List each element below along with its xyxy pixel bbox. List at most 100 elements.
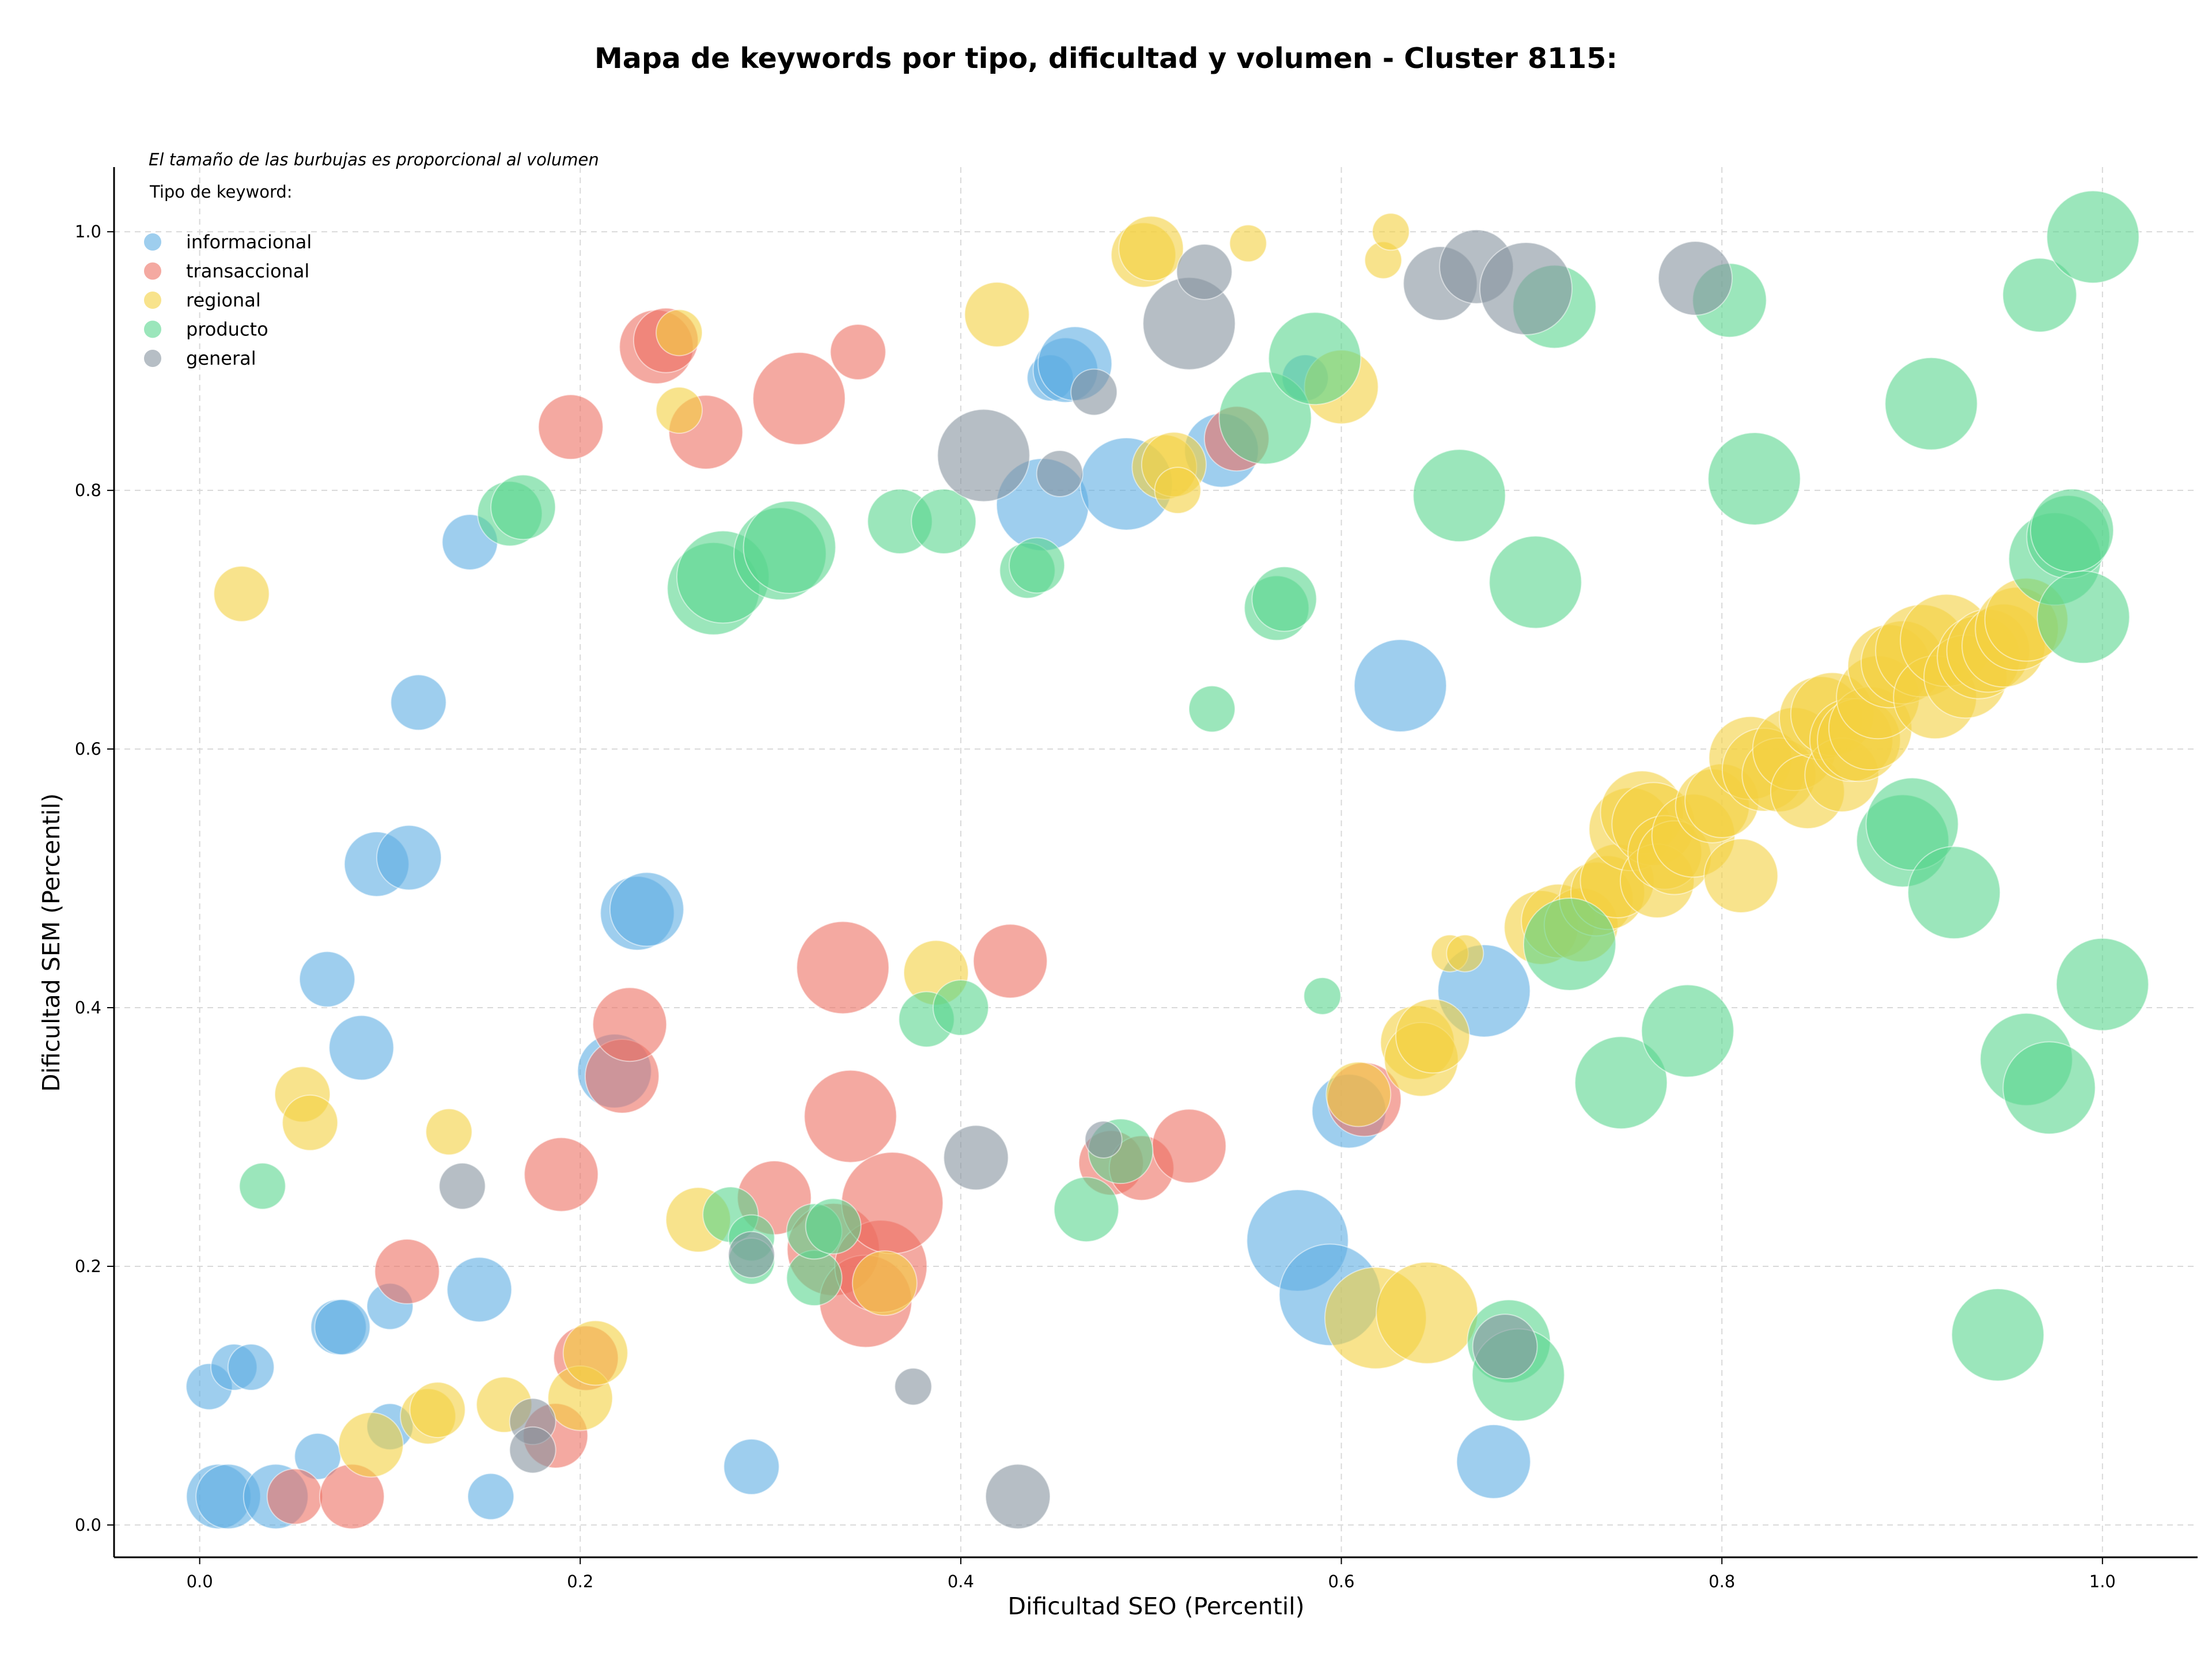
bubble-regional[interactable] xyxy=(1154,467,1202,514)
bubble-transaccional[interactable] xyxy=(752,351,846,445)
bubble-transaccional[interactable] xyxy=(804,1069,897,1163)
bubble-general[interactable] xyxy=(943,1125,1009,1191)
legend-label: informacional xyxy=(186,231,312,253)
x-tick-label: 0.6 xyxy=(1328,1572,1354,1591)
bubble-informacional[interactable] xyxy=(1353,639,1447,733)
bubble-informacional[interactable] xyxy=(390,674,447,731)
legend-label: regional xyxy=(186,289,261,311)
bubble-producto[interactable] xyxy=(1707,432,1801,525)
axes: 0.0 0.2 0.4 0.6 0.8 1.0 0.0 0.2 0.4 0.6 0.8 1.0 xyxy=(75,167,2198,1591)
bubble-regional[interactable] xyxy=(851,1250,918,1316)
bubble-transaccional[interactable] xyxy=(830,323,887,380)
x-tick-label: 1.0 xyxy=(2089,1572,2116,1591)
bubble-regional[interactable] xyxy=(562,1320,628,1386)
bubble-informacional[interactable] xyxy=(376,824,442,891)
bubble-regional[interactable] xyxy=(656,386,703,434)
bubble-producto[interactable] xyxy=(1907,846,2001,940)
bubble-general[interactable] xyxy=(438,1162,486,1210)
bubble-regional[interactable] xyxy=(213,565,270,622)
bubble-producto[interactable] xyxy=(2002,258,2077,333)
y-tick-label: 0.8 xyxy=(75,480,101,500)
bubble-producto[interactable] xyxy=(2055,937,2149,1031)
bubble-informacional[interactable] xyxy=(609,872,684,947)
bubble-general[interactable] xyxy=(894,1367,933,1406)
bubble-producto[interactable] xyxy=(1053,1176,1119,1243)
bubble-informacional[interactable] xyxy=(314,1299,371,1356)
y-tick-label: 0.0 xyxy=(75,1515,101,1535)
bubble-informacional[interactable] xyxy=(1456,1424,1531,1499)
bubble-transaccional[interactable] xyxy=(524,1137,599,1212)
bubble-general[interactable] xyxy=(1479,241,1573,335)
bubble-producto[interactable] xyxy=(490,474,556,540)
bubble-general[interactable] xyxy=(1084,1120,1123,1159)
bubble-regional[interactable] xyxy=(964,281,1030,347)
bubble-producto[interactable] xyxy=(1522,898,1616,992)
bubble-producto[interactable] xyxy=(1251,566,1317,632)
bubble-regional[interactable] xyxy=(1118,215,1184,282)
legend-label: general xyxy=(186,347,256,369)
bubble-general[interactable] xyxy=(1472,1314,1538,1380)
bubble-transaccional[interactable] xyxy=(266,1468,323,1525)
bubble-regional[interactable] xyxy=(338,1412,404,1478)
bubble-producto[interactable] xyxy=(2036,570,2130,664)
bubble-transaccional[interactable] xyxy=(592,987,668,1062)
bubble-producto[interactable] xyxy=(1574,1036,1668,1130)
bubble-regional[interactable] xyxy=(1376,1261,1479,1364)
bubble-general[interactable] xyxy=(728,1231,775,1278)
bubble-producto[interactable] xyxy=(1641,984,1734,1078)
bubble-producto[interactable] xyxy=(2029,488,2114,573)
bubble-producto[interactable] xyxy=(2046,190,2140,284)
bubble-regional[interactable] xyxy=(425,1108,473,1156)
bubble-regional[interactable] xyxy=(1703,838,1779,914)
bubble-regional[interactable] xyxy=(409,1382,466,1439)
bubble-informacional[interactable] xyxy=(467,1473,515,1520)
bubble-producto[interactable] xyxy=(2002,1041,2096,1135)
bubble-regional[interactable] xyxy=(1395,998,1471,1074)
bubble-regional[interactable] xyxy=(1372,213,1410,251)
bubble-regional[interactable] xyxy=(1446,934,1484,973)
bubble-producto[interactable] xyxy=(911,489,977,555)
bubble-producto[interactable] xyxy=(743,500,836,594)
bubble-transaccional[interactable] xyxy=(796,921,890,1015)
bubble-general[interactable] xyxy=(1036,449,1084,497)
bubble-transaccional[interactable] xyxy=(374,1238,440,1304)
bubble-general[interactable] xyxy=(1176,243,1233,300)
bubble-producto[interactable] xyxy=(1268,312,1362,406)
legend-title: Tipo de keyword: xyxy=(149,182,293,202)
bubble-producto[interactable] xyxy=(1188,685,1236,733)
legend-item-regional: regional xyxy=(144,289,261,311)
bubble-transaccional[interactable] xyxy=(1152,1108,1227,1184)
bubble-producto[interactable] xyxy=(1865,777,1959,871)
bubble-regional[interactable] xyxy=(656,309,703,357)
legend: El tamaño de las burbujas es proporciona… xyxy=(144,150,599,369)
bubble-producto[interactable] xyxy=(238,1162,286,1210)
bubble-informacional[interactable] xyxy=(328,1015,395,1081)
bubble-regional[interactable] xyxy=(1229,224,1267,263)
x-tick-label: 0.4 xyxy=(948,1572,974,1591)
bubble-regional[interactable] xyxy=(1325,1061,1392,1127)
bubble-producto[interactable] xyxy=(1488,535,1582,629)
bubble-transaccional[interactable] xyxy=(972,924,1048,999)
x-tick-label: 0.8 xyxy=(1709,1572,1735,1591)
bubble-producto[interactable] xyxy=(1951,1288,2045,1382)
series-producto xyxy=(238,190,2149,1422)
bubble-producto[interactable] xyxy=(1884,357,1978,451)
bubble-general[interactable] xyxy=(937,408,1031,502)
bubble-informacional[interactable] xyxy=(227,1344,275,1391)
bubble-producto[interactable] xyxy=(1412,449,1506,543)
bubble-transaccional[interactable] xyxy=(537,394,604,460)
bubble-general[interactable] xyxy=(985,1463,1051,1530)
bubble-informacional[interactable] xyxy=(723,1438,780,1495)
bubble-regional[interactable] xyxy=(282,1094,339,1151)
bubble-informacional[interactable] xyxy=(298,951,355,1008)
legend-marker xyxy=(144,262,161,280)
bubble-general[interactable] xyxy=(1070,368,1118,416)
bubble-producto[interactable] xyxy=(1303,977,1342,1015)
legend-label: producto xyxy=(186,319,268,340)
bubble-general[interactable] xyxy=(509,1426,556,1474)
bubble-producto[interactable] xyxy=(805,1198,862,1255)
bubble-general[interactable] xyxy=(1657,241,1733,316)
bubble-producto[interactable] xyxy=(1009,537,1066,594)
bubble-producto[interactable] xyxy=(932,979,989,1036)
bubble-informacional[interactable] xyxy=(446,1257,513,1323)
